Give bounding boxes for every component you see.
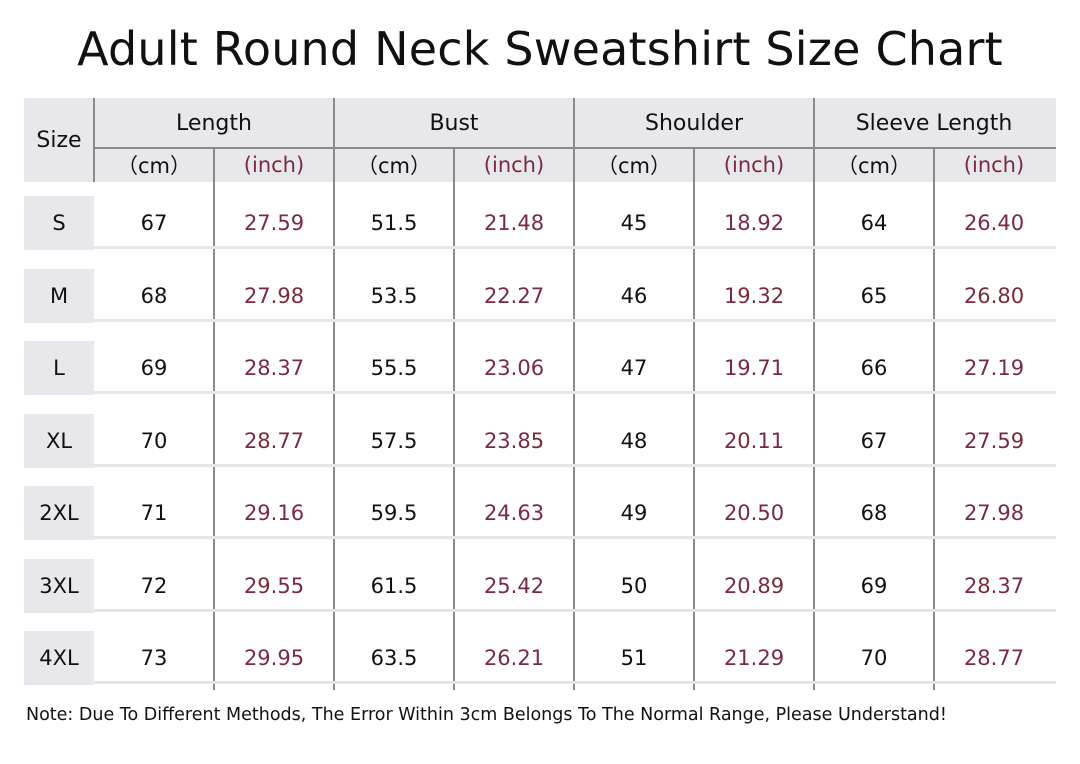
value-cm-bust: 61.5 bbox=[370, 573, 418, 598]
value-cm-sleeve-length: 64 bbox=[860, 211, 888, 235]
value-cm-shoulder: 48 bbox=[620, 428, 648, 453]
unit-header-inch: (inch) bbox=[963, 153, 1025, 177]
size-cell: 4XL bbox=[24, 631, 94, 685]
value-inch-bust: 21.48 bbox=[483, 211, 545, 235]
value-cm-bust: 59.5 bbox=[370, 501, 418, 525]
row-separator bbox=[94, 608, 1056, 612]
grid-line-vertical bbox=[453, 148, 455, 690]
group-header-sleeve-length: Sleeve Length bbox=[855, 110, 1013, 136]
value-inch-length: 28.37 bbox=[243, 356, 305, 380]
size-column-header: Size bbox=[24, 98, 94, 182]
value-inch-bust: 23.85 bbox=[483, 428, 545, 453]
value-inch-sleeve-length: 26.80 bbox=[963, 283, 1025, 308]
unit-header-inch: (inch) bbox=[723, 153, 785, 177]
value-cm-length: 71 bbox=[140, 501, 168, 525]
value-inch-sleeve-length: 28.37 bbox=[963, 573, 1025, 598]
grid-line-vertical bbox=[573, 98, 575, 690]
value-cm-length: 67 bbox=[140, 211, 168, 235]
size-cell: M bbox=[24, 268, 94, 323]
size-cell: XL bbox=[24, 413, 94, 468]
value-inch-sleeve-length: 27.19 bbox=[963, 356, 1025, 380]
unit-header-cm: （cm） bbox=[836, 154, 911, 178]
value-cm-bust: 57.5 bbox=[370, 428, 418, 453]
row-separator bbox=[94, 463, 1056, 467]
value-cm-shoulder: 50 bbox=[620, 573, 648, 598]
value-cm-shoulder: 46 bbox=[620, 283, 648, 308]
value-cm-bust: 55.5 bbox=[370, 356, 418, 380]
value-cm-sleeve-length: 70 bbox=[860, 646, 888, 670]
value-cm-length: 70 bbox=[140, 428, 168, 453]
grid-line-vertical bbox=[333, 98, 335, 690]
value-cm-sleeve-length: 67 bbox=[860, 428, 888, 453]
size-cell: 3XL bbox=[24, 558, 94, 613]
value-inch-shoulder: 19.32 bbox=[723, 283, 785, 308]
value-inch-length: 29.55 bbox=[243, 573, 305, 598]
value-cm-shoulder: 49 bbox=[620, 501, 648, 525]
unit-header-cm: （cm） bbox=[356, 154, 431, 178]
row-separator bbox=[94, 391, 1056, 394]
unit-header-cm: （cm） bbox=[596, 154, 671, 178]
value-cm-length: 72 bbox=[140, 573, 168, 598]
value-inch-bust: 22.27 bbox=[483, 283, 545, 308]
size-cell: L bbox=[24, 341, 94, 395]
value-inch-sleeve-length: 27.59 bbox=[963, 428, 1025, 453]
header-divider-line bbox=[94, 147, 1056, 149]
value-cm-bust: 51.5 bbox=[370, 211, 418, 235]
value-inch-length: 28.77 bbox=[243, 428, 305, 453]
value-cm-shoulder: 51 bbox=[620, 646, 648, 670]
value-inch-shoulder: 18.92 bbox=[723, 211, 785, 235]
size-cell: S bbox=[24, 196, 94, 250]
value-inch-length: 27.98 bbox=[243, 283, 305, 308]
value-cm-shoulder: 47 bbox=[620, 356, 648, 380]
row-separator bbox=[94, 536, 1056, 539]
value-inch-shoulder: 21.29 bbox=[723, 646, 785, 670]
value-inch-length: 29.95 bbox=[243, 646, 305, 670]
value-inch-sleeve-length: 26.40 bbox=[963, 211, 1025, 235]
unit-header-inch: (inch) bbox=[243, 153, 305, 177]
size-cell: 2XL bbox=[24, 486, 94, 540]
row-separator bbox=[94, 246, 1056, 249]
value-inch-shoulder: 19.71 bbox=[723, 356, 785, 380]
header-background bbox=[24, 98, 1056, 182]
value-inch-sleeve-length: 28.77 bbox=[963, 646, 1025, 670]
group-header-length: Length bbox=[176, 110, 252, 136]
value-inch-length: 27.59 bbox=[243, 211, 305, 235]
page-title: Adult Round Neck Sweatshirt Size Chart bbox=[77, 22, 1003, 76]
value-cm-length: 69 bbox=[140, 356, 168, 380]
grid-line-vertical bbox=[813, 98, 815, 690]
value-cm-length: 68 bbox=[140, 283, 168, 308]
group-header-bust: Bust bbox=[429, 110, 479, 136]
unit-header-cm: （cm） bbox=[116, 154, 191, 178]
value-cm-bust: 53.5 bbox=[370, 283, 418, 308]
value-cm-bust: 63.5 bbox=[370, 646, 418, 670]
value-inch-length: 29.16 bbox=[243, 501, 305, 525]
row-separator bbox=[94, 318, 1056, 322]
value-cm-sleeve-length: 69 bbox=[860, 573, 888, 598]
size-chart-table: Size Length （cm） (inch) Bust （cm） (inch) Shoul… bbox=[24, 98, 1056, 690]
grid-line-vertical bbox=[693, 148, 695, 690]
value-inch-shoulder: 20.11 bbox=[723, 428, 785, 453]
grid-line-vertical bbox=[213, 148, 215, 690]
value-cm-length: 73 bbox=[140, 646, 168, 670]
footnote: Note: Due To Different Methods, The Erro… bbox=[26, 705, 947, 725]
value-inch-bust: 26.21 bbox=[483, 646, 545, 670]
value-inch-shoulder: 20.50 bbox=[723, 501, 785, 525]
value-cm-sleeve-length: 66 bbox=[860, 356, 888, 380]
value-inch-bust: 25.42 bbox=[483, 573, 545, 598]
value-inch-shoulder: 20.89 bbox=[723, 573, 785, 598]
unit-header-inch: (inch) bbox=[483, 153, 545, 177]
grid-line-vertical bbox=[93, 98, 95, 182]
group-header-shoulder: Shoulder bbox=[645, 110, 743, 136]
row-separator bbox=[94, 681, 1056, 684]
value-cm-shoulder: 45 bbox=[620, 211, 648, 235]
value-cm-sleeve-length: 68 bbox=[860, 501, 888, 525]
value-inch-sleeve-length: 27.98 bbox=[963, 501, 1025, 525]
value-inch-bust: 24.63 bbox=[483, 501, 545, 525]
value-inch-bust: 23.06 bbox=[483, 356, 545, 380]
value-cm-sleeve-length: 65 bbox=[860, 283, 888, 308]
grid-line-vertical bbox=[933, 148, 935, 690]
